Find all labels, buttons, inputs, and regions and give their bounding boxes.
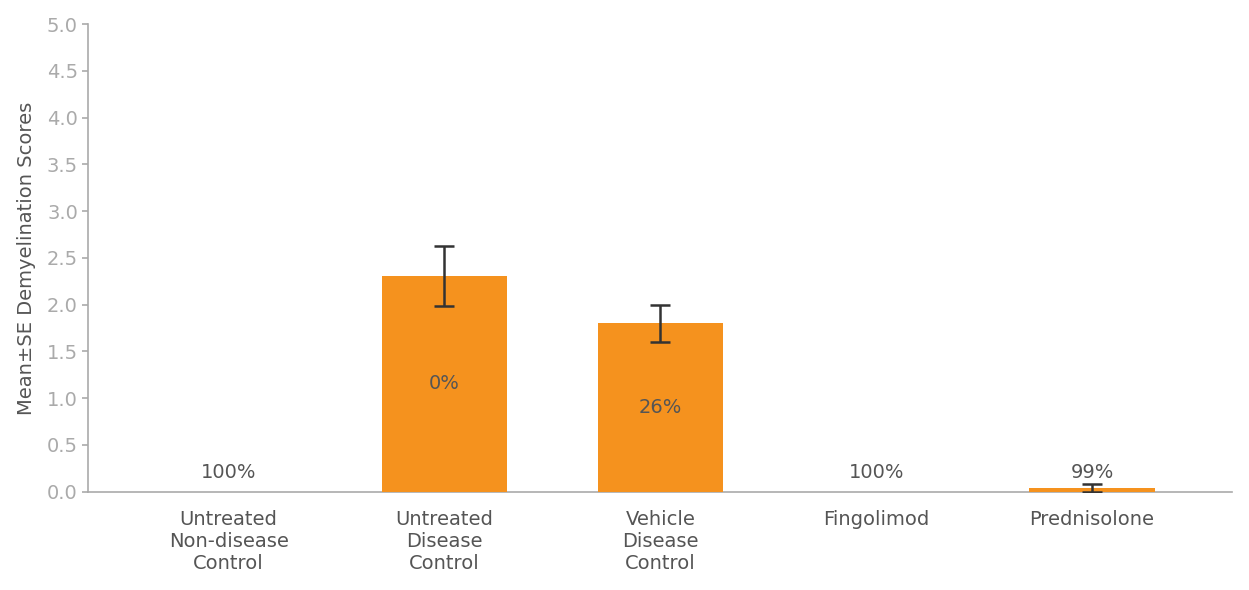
Text: 100%: 100% <box>201 463 256 483</box>
Bar <box>598 323 723 491</box>
Bar <box>382 276 507 491</box>
Text: 26%: 26% <box>638 398 682 417</box>
Text: 99%: 99% <box>1070 463 1114 483</box>
Y-axis label: Mean±SE Demyelination Scores: Mean±SE Demyelination Scores <box>16 101 36 415</box>
Text: 100%: 100% <box>848 463 904 483</box>
Text: 0%: 0% <box>430 374 460 393</box>
Bar <box>1029 488 1154 491</box>
